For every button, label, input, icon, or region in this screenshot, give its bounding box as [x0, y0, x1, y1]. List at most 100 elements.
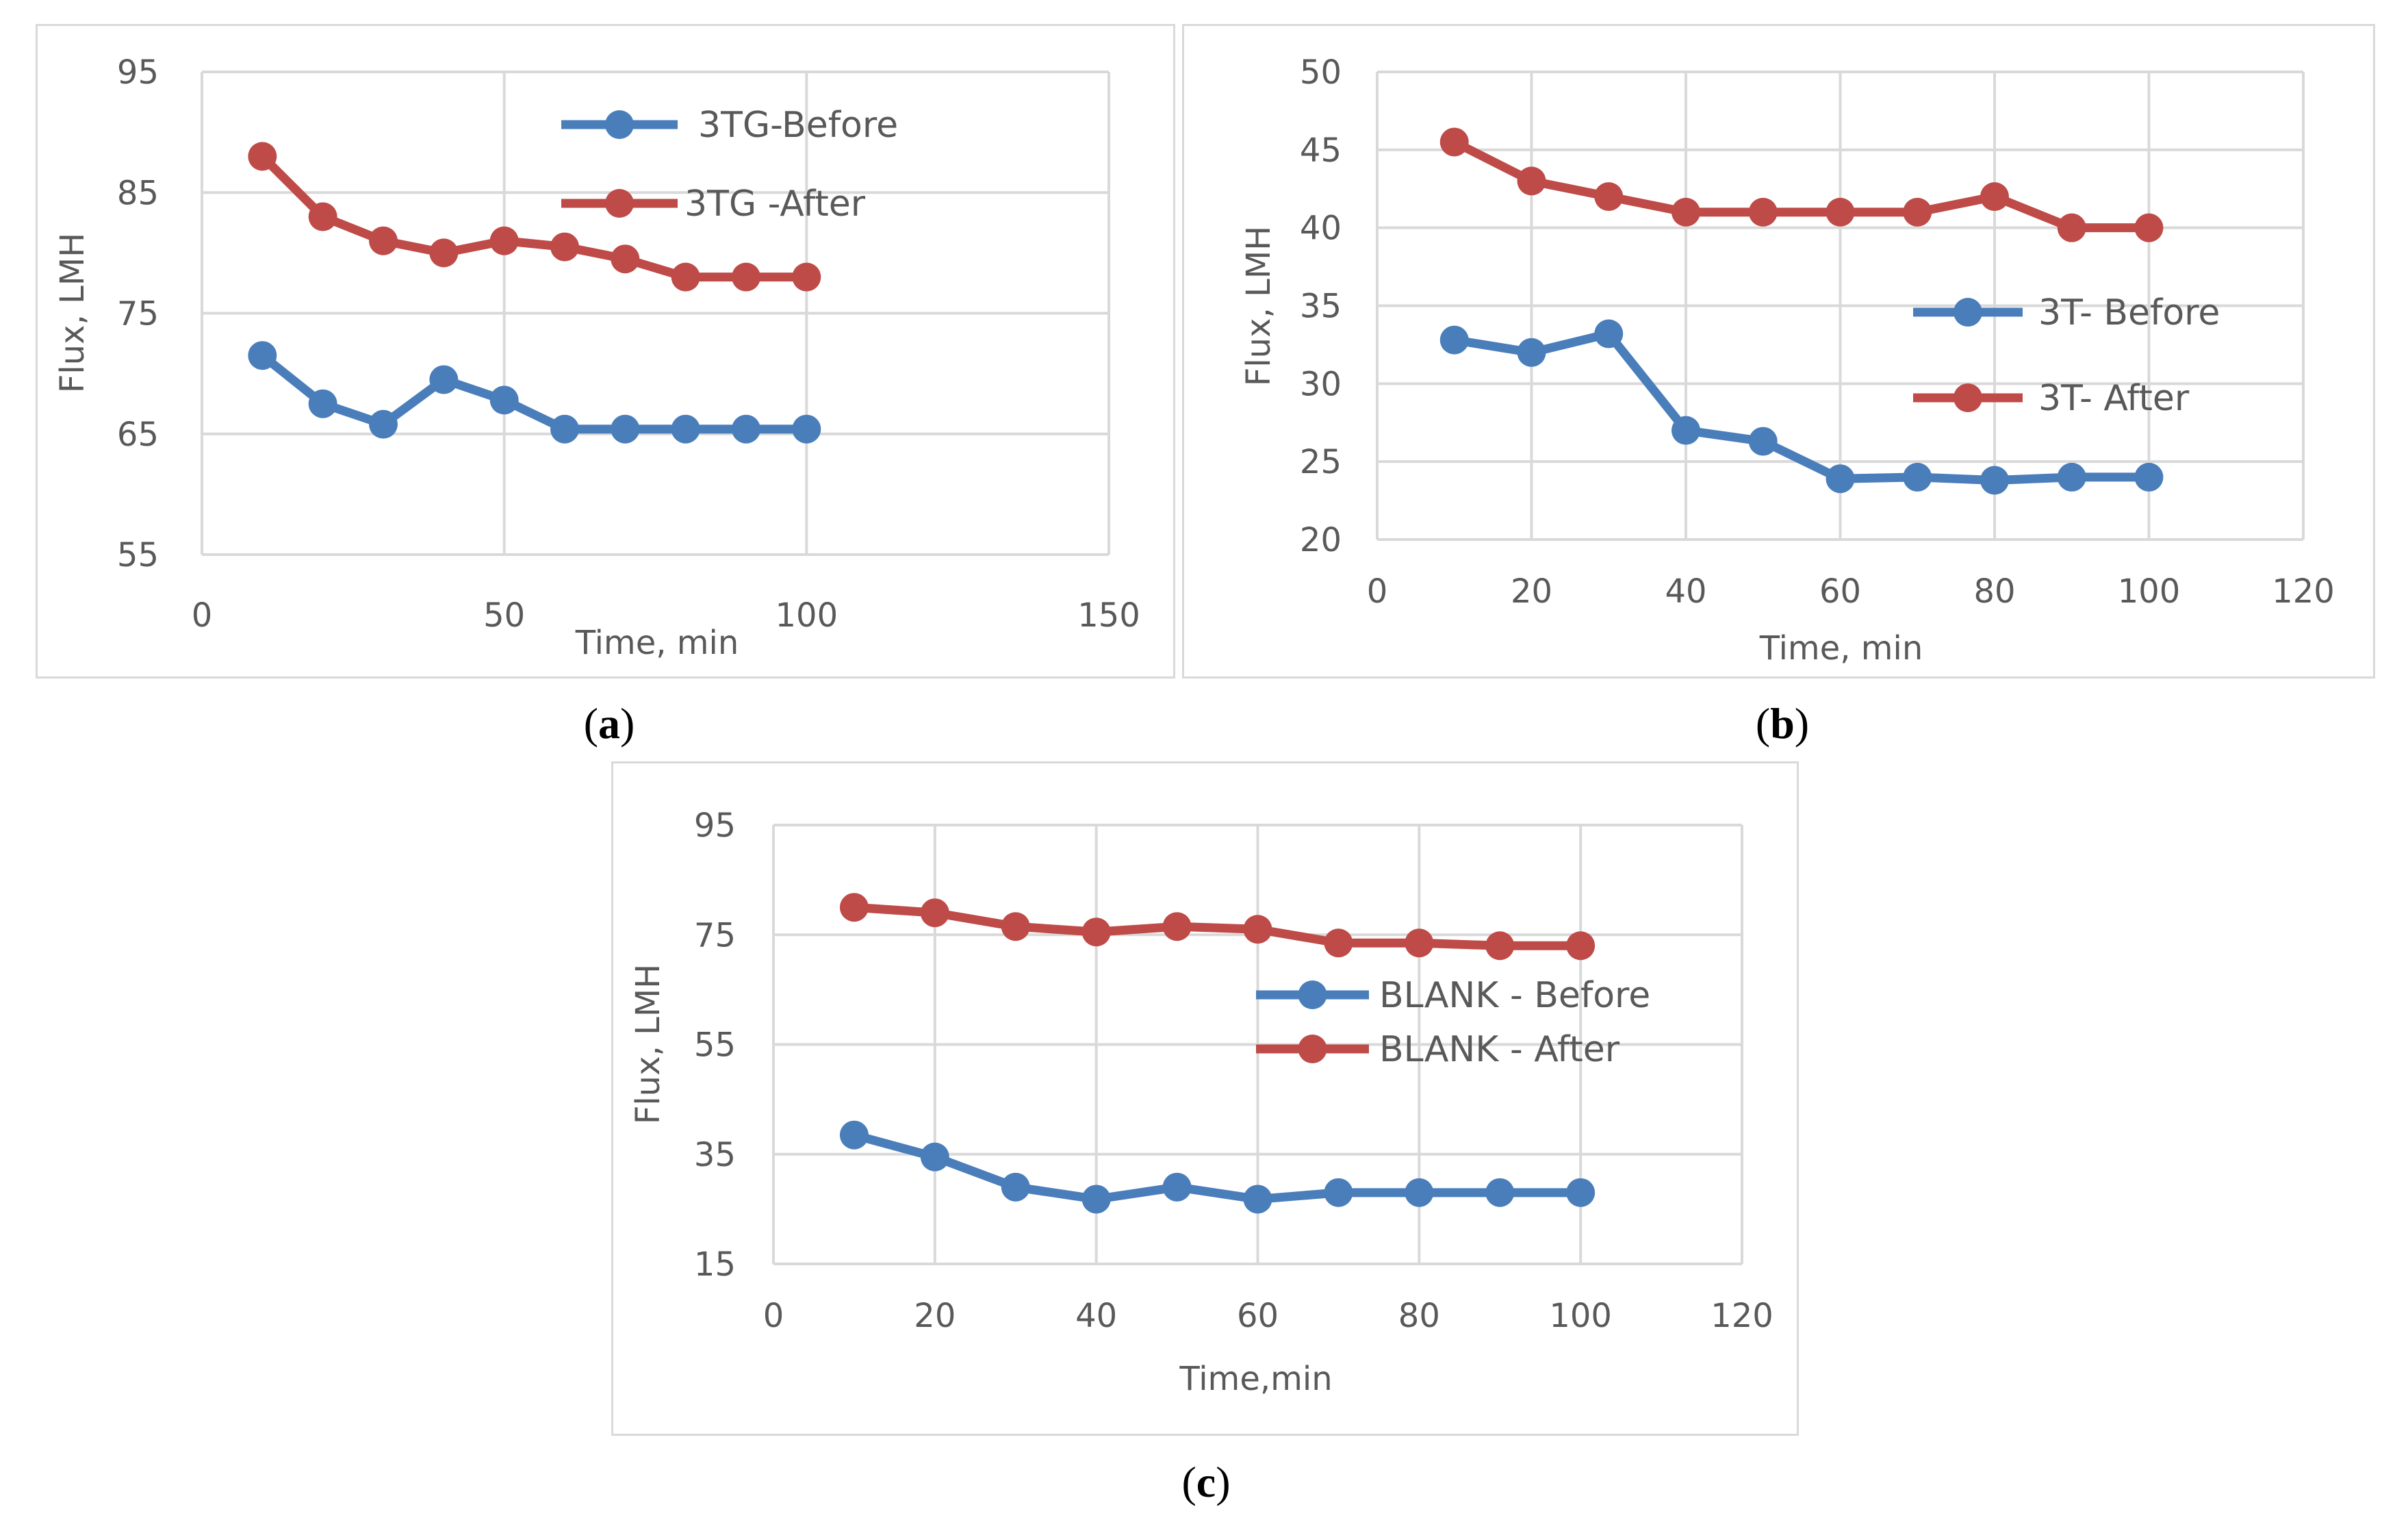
- a-legend-label-1: 3TG -After: [684, 183, 866, 225]
- caption-a-letter: a: [598, 699, 620, 748]
- a-data-point: [308, 202, 337, 231]
- b-y-tick-label: 50: [1300, 53, 1342, 92]
- c-data-point: [1485, 931, 1515, 961]
- c-legend-marker-0: [1298, 980, 1327, 1009]
- b-y-tick-label: 35: [1300, 288, 1342, 326]
- a-data-point: [611, 244, 640, 274]
- b-x-tick-label: 100: [2118, 572, 2181, 611]
- b-data-point: [1439, 127, 1469, 157]
- b-data-point: [2057, 462, 2086, 492]
- b-data-point: [1594, 319, 1624, 349]
- a-series-line-0: [259, 352, 807, 434]
- a-data-point: [550, 232, 579, 262]
- a-series-line-1: [259, 153, 807, 282]
- c-data-point: [1485, 1178, 1515, 1207]
- a-data-point: [671, 262, 700, 292]
- b-data-point: [1594, 182, 1624, 212]
- c-data-point: [1566, 931, 1596, 961]
- b-x-tick-label: 60: [1819, 572, 1861, 611]
- a-data-point: [248, 142, 277, 171]
- a-y-tick-label: 95: [117, 53, 159, 92]
- c-x-axis-label: Time,min: [1179, 1360, 1332, 1398]
- b-data-point: [1439, 325, 1469, 355]
- b-legend-label-0: 3T- Before: [2038, 292, 2220, 333]
- b-data-point: [1980, 182, 2009, 212]
- b-data-point: [1671, 416, 1700, 445]
- b-y-tick-label: 30: [1300, 365, 1342, 403]
- b-data-point: [1671, 197, 1700, 227]
- c-x-tick-label: 0: [763, 1297, 784, 1335]
- caption-c: (c): [1181, 1458, 1231, 1506]
- a-data-point: [489, 226, 519, 255]
- a-x-tick-label: 0: [192, 596, 213, 635]
- b-y-axis-label: Flux, LMH: [1240, 226, 1278, 387]
- b-x-axis-label: Time, min: [1759, 629, 1923, 668]
- c-x-tick-label: 80: [1398, 1297, 1440, 1335]
- b-data-point: [2057, 213, 2086, 242]
- c-data-point: [1324, 928, 1353, 958]
- b-series-line-0: [1453, 329, 2149, 485]
- a-data-point: [248, 341, 277, 370]
- a-y-tick-label: 65: [117, 416, 159, 454]
- c-series-line-0: [853, 1130, 1581, 1204]
- c-data-point: [839, 893, 869, 922]
- c-data-point: [1081, 1184, 1111, 1214]
- c-data-point: [1243, 915, 1272, 944]
- b-legend-marker-1: [1954, 383, 1982, 412]
- b-x-tick-label: 20: [1511, 572, 1552, 611]
- c-x-tick-label: 100: [1549, 1297, 1612, 1335]
- b-x-tick-label: 80: [1973, 572, 2015, 611]
- c-legend-label-0: BLANK - Before: [1379, 975, 1650, 1016]
- c-data-point: [1566, 1178, 1596, 1207]
- a-legend-marker-0: [605, 110, 634, 139]
- a-data-point: [671, 414, 700, 444]
- c-data-point: [920, 898, 949, 928]
- a-data-point: [732, 414, 760, 444]
- a-data-point: [489, 385, 519, 415]
- b-data-point: [1903, 462, 1932, 492]
- c-x-tick-label: 60: [1237, 1297, 1279, 1335]
- c-data-point: [1162, 912, 1192, 941]
- c-y-tick-label: 15: [694, 1245, 736, 1284]
- b-data-point: [2134, 462, 2164, 492]
- a-legend-marker-1: [605, 189, 634, 218]
- c-data-point: [1162, 1172, 1192, 1202]
- b-x-tick-label: 0: [1367, 572, 1388, 611]
- b-legend-label-1: 3T- After: [2038, 378, 2190, 419]
- b-y-tick-label: 40: [1300, 210, 1342, 248]
- a-data-point: [792, 414, 821, 444]
- a-data-point: [308, 389, 337, 418]
- c-y-tick-label: 55: [694, 1026, 736, 1065]
- c-y-axis-label: Flux, LMH: [629, 964, 667, 1125]
- b-y-tick-label: 45: [1300, 131, 1342, 170]
- b-data-point: [1903, 197, 1932, 227]
- caption-a: (a): [583, 699, 635, 748]
- a-data-point: [550, 414, 579, 444]
- b-data-point: [2134, 213, 2164, 242]
- chart-panel-a: [36, 24, 1175, 679]
- a-y-tick-label: 85: [117, 174, 159, 212]
- b-data-point: [1748, 197, 1778, 227]
- a-data-point: [429, 365, 459, 394]
- caption-c-letter: c: [1196, 1458, 1216, 1506]
- b-x-tick-label: 40: [1665, 572, 1706, 611]
- a-legend-label-0: 3TG-Before: [698, 105, 898, 146]
- a-data-point: [369, 226, 398, 255]
- b-data-point: [1980, 466, 2009, 495]
- c-data-point: [1001, 912, 1030, 941]
- a-y-axis-label: Flux, LMH: [53, 233, 92, 394]
- b-x-tick-label: 120: [2272, 572, 2335, 611]
- c-data-point: [1081, 917, 1111, 947]
- a-x-tick-label: 100: [776, 596, 838, 635]
- b-y-tick-label: 25: [1300, 443, 1342, 481]
- c-data-point: [920, 1142, 949, 1171]
- a-data-point: [792, 262, 821, 292]
- c-data-point: [1001, 1172, 1030, 1202]
- a-data-point: [429, 238, 459, 268]
- c-y-tick-label: 35: [694, 1136, 736, 1174]
- c-data-point: [1405, 928, 1434, 958]
- c-y-tick-label: 75: [694, 916, 736, 954]
- a-x-tick-label: 50: [483, 596, 525, 635]
- caption-b: (b): [1755, 699, 1810, 748]
